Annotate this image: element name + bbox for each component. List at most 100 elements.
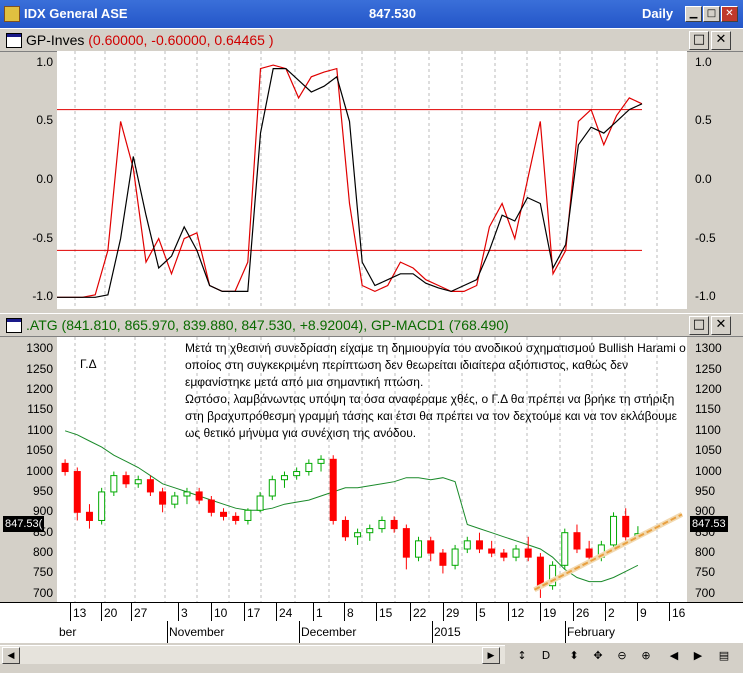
x-tick-mark [131, 603, 132, 621]
y-tick-label: 1.0 [695, 54, 712, 69]
candle-body [622, 515, 630, 538]
candle-body [85, 511, 93, 521]
candle-body [536, 556, 544, 587]
y-tick-label: 1250 [26, 361, 53, 376]
y-tick-label: 700 [695, 585, 716, 600]
x-tick-month: December [301, 625, 357, 639]
oscillator-chart [57, 51, 658, 309]
x-month-divider [167, 621, 168, 643]
y-tick-label: 750 [695, 565, 716, 580]
table-view-icon[interactable]: ▤ [718, 649, 730, 662]
y-tick-label: 1200 [695, 382, 722, 396]
x-tick-mark [540, 603, 541, 621]
x-tick-month: ber [59, 625, 77, 639]
pane2-header: .ATG (841.810, 865.970, 839.880, 847.530… [0, 313, 743, 337]
x-tick-mark [276, 603, 277, 621]
moving-average-line [64, 430, 639, 583]
candle-body [220, 511, 228, 517]
x-tick-mark [410, 603, 411, 621]
y-tick-label: 1150 [27, 402, 53, 417]
x-tick-month: November [169, 625, 225, 639]
draw-tool-icon[interactable]: D [541, 649, 551, 662]
scroll-right-arrow[interactable]: ▶ [482, 647, 500, 664]
instrument-label: Γ.Δ [80, 357, 97, 371]
xaxis-corner [0, 602, 57, 643]
app-icon [4, 6, 20, 22]
candle-body [98, 491, 106, 521]
maximize-button[interactable]: □ [703, 6, 720, 22]
x-tick-day: 17 [247, 606, 261, 620]
candle-body [341, 519, 349, 538]
x-tick-mark [70, 603, 71, 621]
zoom-in-icon[interactable]: ⊕ [641, 649, 651, 662]
y-tick-label: 0.5 [36, 113, 53, 128]
candle-body [561, 532, 569, 566]
y-tick-label: 1000 [695, 463, 722, 478]
minimize-button[interactable]: ▁ [685, 6, 702, 22]
window-title: IDX General ASE [24, 6, 128, 21]
scroll-right-icon[interactable]: ▶ [693, 649, 703, 662]
resize-tool-icon[interactable]: ⬍ [569, 649, 579, 662]
pane1-maximize-button[interactable]: □ [689, 31, 709, 50]
pane2-name: .ATG [26, 317, 58, 333]
candle-body [354, 532, 362, 538]
pane1-plot[interactable] [57, 51, 687, 309]
candle-body [159, 491, 167, 505]
y-tick-label: -0.5 [32, 230, 53, 245]
candle-body [402, 528, 410, 558]
candle-body [427, 540, 435, 554]
candle-body [256, 495, 264, 511]
candle-body [390, 519, 398, 530]
scroll-left-icon[interactable]: ◀ [669, 649, 679, 662]
time-axis: 13 20 27 3 10 17 24 1 8 15 22 29 5 12 19 26 2 9 16 ber Novem… [57, 602, 687, 643]
x-tick-day: 5 [479, 606, 486, 620]
y-tick-label: 0.5 [695, 113, 712, 128]
candle-body [378, 519, 386, 530]
x-tick-mark [605, 603, 606, 621]
candle-body [61, 462, 69, 473]
candle-body [268, 479, 276, 497]
move-tool-icon[interactable]: ✥ [593, 649, 603, 662]
y-tick-label: 1200 [26, 382, 53, 396]
candle-body [585, 548, 593, 558]
series-black-line [57, 68, 643, 298]
candle-body [463, 540, 471, 550]
candle-body [134, 479, 142, 485]
candle-body [183, 491, 191, 497]
y-tick-label: 900 [32, 504, 53, 519]
x-tick-day: 1 [316, 606, 323, 620]
close-button[interactable]: ✕ [721, 6, 738, 22]
y-tick-label: 1300 [695, 341, 722, 356]
y-tick-label: 1050 [695, 443, 722, 458]
pane2-close-button[interactable]: ✕ [711, 316, 731, 335]
y-tick-label: -1.0 [32, 289, 53, 304]
x-tick-day: 10 [214, 606, 228, 620]
zoom-out-icon[interactable]: ⊖ [617, 649, 627, 662]
y-tick-label: 1150 [695, 402, 721, 417]
x-tick-mark [244, 603, 245, 621]
x-month-divider [565, 621, 566, 643]
candle-body [244, 509, 252, 521]
x-tick-month: 2015 [434, 625, 461, 639]
x-tick-mark [476, 603, 477, 621]
pane1-close-button[interactable]: ✕ [711, 31, 731, 50]
x-tick-day: 9 [640, 606, 647, 620]
y-tick-label: 1300 [26, 341, 53, 356]
candle-body [329, 458, 337, 521]
pane2-maximize-button[interactable]: □ [689, 316, 709, 335]
scale-tool-icon[interactable]: ↕ [517, 649, 527, 662]
x-tick-day: 20 [104, 606, 118, 620]
candle-body [549, 564, 557, 587]
x-tick-mark [376, 603, 377, 621]
x-tick-mark [313, 603, 314, 621]
candle-body [415, 540, 423, 558]
horizontal-scrollbar[interactable]: ◀ ▶ [0, 645, 505, 664]
x-tick-day: 16 [672, 606, 686, 620]
y-tick-label: 950 [32, 483, 53, 498]
candle-body [488, 548, 496, 554]
scroll-left-arrow[interactable]: ◀ [2, 647, 20, 664]
last-price-left: 847.53( [3, 516, 45, 532]
candle-body [232, 515, 240, 521]
y-tick-label: 750 [32, 565, 53, 580]
pane2-plot[interactable] [57, 337, 687, 602]
